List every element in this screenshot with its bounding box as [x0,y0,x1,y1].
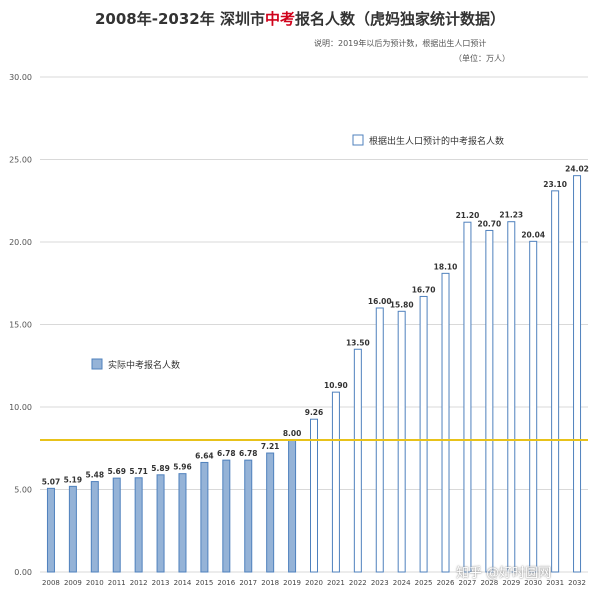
bar [419,295,428,573]
bar [222,459,231,573]
x-tick-label: 2025 [415,579,433,587]
x-tick-label: 2013 [152,579,170,587]
x-tick-label: 2029 [502,579,520,587]
bar [310,418,318,573]
x-tick-label: 2012 [130,579,148,587]
bar-value-label: 6.78 [239,449,258,458]
y-tick-label: 20.00 [9,238,32,247]
bar [485,229,494,573]
x-tick-label: 2028 [480,579,498,587]
bar-value-label: 6.64 [195,451,214,460]
bar [441,272,450,573]
bar-value-label: 21.23 [499,211,523,220]
legend-label-actual: 实际中考报名人数 [108,359,180,371]
y-tick-label: 10.00 [9,403,32,412]
title-highlight: 中考 [264,10,295,28]
bar-value-label: 18.10 [434,262,458,271]
x-tick-label: 2016 [217,579,235,587]
bar [353,348,362,573]
bar-value-label: 5.69 [107,467,126,476]
x-tick-label: 2019 [283,579,301,587]
bar-value-label: 7.21 [261,442,280,451]
x-tick-label: 2021 [327,579,345,587]
bar-value-label: 5.07 [42,477,61,486]
bar-value-label: 10.90 [324,381,348,390]
legend-swatch-actual [91,358,103,370]
x-tick-label: 2020 [305,579,323,587]
bar [551,190,560,573]
bar [90,481,99,573]
legend-label-forecast: 根据出生人口预计的中考报名人数 [369,135,504,147]
bar [507,221,516,573]
bar-value-label: 21.20 [456,211,480,220]
bar [331,391,340,573]
y-tick-label: 15.00 [9,321,32,330]
bar [200,461,209,573]
legend-swatch-forecast [352,134,364,146]
bar [573,175,582,573]
bar [178,473,187,573]
bar-value-label: 24.02 [565,165,589,174]
x-tick-label: 2018 [261,579,279,587]
x-tick-label: 2015 [195,579,213,587]
bar [529,240,538,573]
x-tick-label: 2014 [174,579,192,587]
x-tick-label: 2022 [349,579,367,587]
bar-value-label: 5.19 [64,475,83,484]
bar-value-label: 5.71 [129,467,148,476]
x-tick-label: 2009 [64,579,82,587]
y-tick-label: 30.00 [9,73,32,82]
y-tick-label: 5.00 [14,486,32,495]
bar-value-label: 23.10 [543,180,567,189]
x-tick-label: 2032 [568,579,586,587]
bar-value-label: 9.26 [305,408,324,417]
watermark: 知乎 @好时圆网 [456,566,552,581]
chart-title: 2008年-2032年 深圳市中考报名人数（虎妈独家统计数据） [0,8,600,29]
x-tick-label: 2023 [371,579,389,587]
bar-value-label: 20.70 [477,219,501,228]
bar [463,221,472,573]
bar-value-label: 6.78 [217,449,236,458]
bar [156,474,165,573]
bar [46,487,55,573]
title-part1: 2008年-2032年 深圳市 [95,10,265,28]
bar [266,452,275,573]
bar-value-label: 15.80 [390,300,414,309]
y-tick-label: 0.00 [14,568,32,577]
bar-value-label: 5.89 [151,464,170,473]
bar [244,459,253,573]
x-tick-label: 2030 [524,579,542,587]
bar [288,439,297,573]
bar [134,477,143,573]
title-part2: 报名人数（虎妈独家统计数据） [294,10,505,28]
x-tick-label: 2010 [86,579,104,587]
chart-note: 说明：2019年以后为预计数，根据出生人口预计 [314,39,487,48]
bar-value-label: 20.04 [521,230,545,239]
x-tick-label: 2017 [239,579,257,587]
y-tick-label: 25.00 [9,156,32,165]
x-tick-label: 2024 [393,579,411,587]
x-tick-label: 2027 [459,579,477,587]
bar-value-label: 16.00 [368,297,392,306]
bar-value-label: 5.48 [86,471,105,480]
bar-value-label: 8.00 [283,429,302,438]
x-tick-label: 2008 [42,579,60,587]
x-tick-label: 2011 [108,579,126,587]
x-tick-label: 2031 [546,579,564,587]
x-tick-label: 2026 [437,579,455,587]
bar-value-label: 13.50 [346,338,370,347]
bar [397,310,406,573]
unit-note: （单位：万人） [454,54,510,63]
bar-value-label: 16.70 [412,285,436,294]
bar [68,485,77,573]
bar [112,477,121,573]
bar-value-label: 5.96 [173,463,192,472]
